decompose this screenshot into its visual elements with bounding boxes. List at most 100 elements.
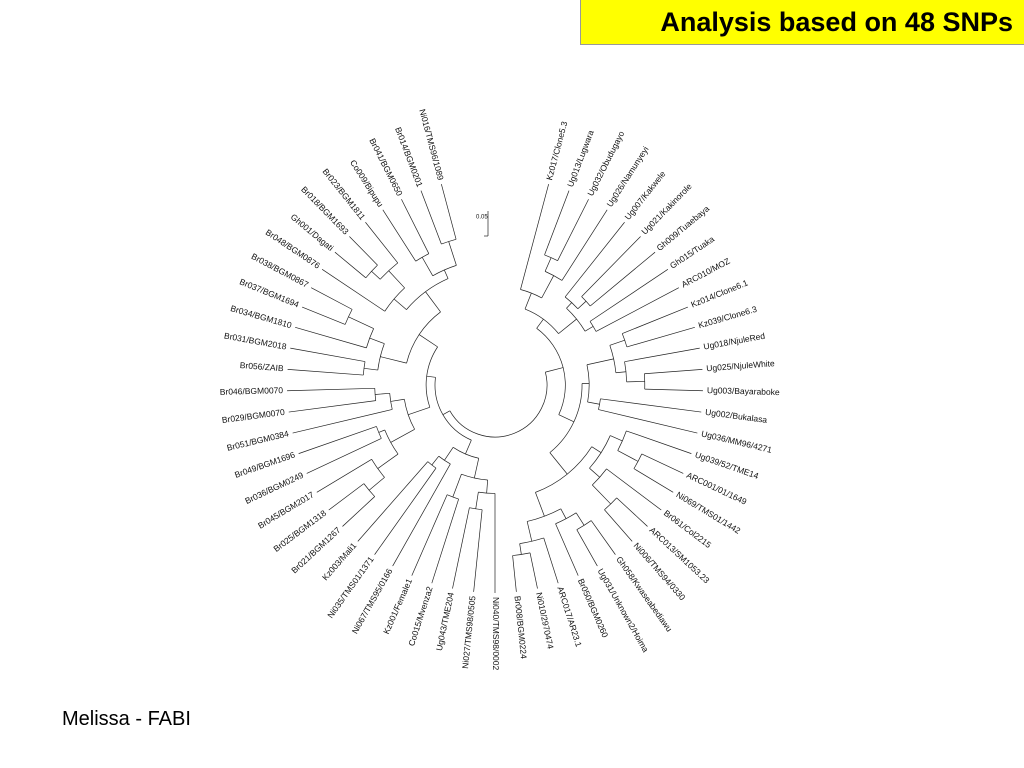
leaf-label: Br031/BGM2018 (223, 331, 287, 352)
branch-arc (527, 508, 561, 522)
leaf-label: Ni027/TMS98/0505 (460, 595, 477, 669)
branch (644, 388, 703, 392)
branch (448, 241, 457, 266)
branch (473, 509, 483, 592)
branch (592, 484, 611, 505)
leaf-label: Ug025/NjuleWhite (706, 358, 775, 373)
branch (431, 498, 459, 584)
branch (287, 387, 375, 392)
branch (298, 426, 377, 454)
branch (290, 347, 366, 362)
branch (292, 409, 393, 434)
branch-arc (536, 328, 566, 415)
branch (368, 477, 385, 491)
branch (306, 438, 382, 474)
branch-arc (384, 429, 399, 455)
branch (377, 453, 399, 469)
branch (311, 287, 353, 310)
branch (288, 400, 376, 413)
branch (388, 270, 405, 289)
branch (486, 479, 489, 494)
branch (561, 209, 608, 281)
branch (606, 468, 662, 511)
branch (302, 306, 346, 325)
branch-arc (344, 309, 353, 325)
branch-arc (379, 262, 399, 280)
branch (566, 302, 572, 309)
branch (586, 358, 614, 366)
branch (421, 257, 434, 276)
branch (549, 452, 568, 475)
branch (357, 461, 429, 542)
leaf-label: Ni010/2970474 (534, 591, 556, 650)
branch-arc (544, 254, 558, 261)
branch (609, 339, 625, 346)
leaf-label: Kz014/Clone6.1 (689, 277, 749, 309)
branch-arc (374, 388, 377, 401)
branch-arc (621, 333, 628, 348)
leaf-label: Br034/BGM1810 (229, 303, 293, 330)
leaf-label: Ug002/Bukalasa (705, 407, 768, 425)
branch (576, 529, 598, 567)
leaf-label: Br056/ZAIB (239, 360, 284, 373)
branch-arc (446, 494, 459, 500)
branch (349, 236, 378, 266)
branch-arc (566, 307, 586, 332)
branch (555, 523, 579, 576)
branch (465, 439, 472, 455)
leaf-label: Br046/BGM0070 (220, 385, 284, 397)
branch (392, 463, 451, 567)
branch-arc (366, 328, 374, 348)
branch (375, 392, 390, 395)
branch (420, 190, 442, 245)
branch (529, 552, 538, 589)
branch (401, 199, 430, 254)
branch (590, 251, 656, 307)
branch-arc (576, 520, 592, 531)
branch (610, 435, 623, 442)
branch (633, 468, 674, 493)
branch (600, 398, 702, 413)
leaf-label: Ug043/TME204 (434, 591, 456, 652)
branch (644, 368, 703, 375)
leaf-label: Ug018/NjuleRed (703, 331, 766, 352)
leaf-label: Ni040/TMS98/0002 (491, 597, 501, 671)
slide-title: Analysis based on 48 SNPs (580, 0, 1024, 45)
branch (544, 257, 552, 272)
branch (564, 222, 625, 298)
leaf-label: Br029/BGM0070 (221, 407, 285, 425)
scale-label: 0.05 (476, 215, 488, 221)
branch (624, 347, 700, 363)
leaf-label: Ug003/Bayaraboke (707, 385, 780, 397)
branch (519, 543, 522, 555)
branch (622, 306, 688, 334)
branch (589, 467, 600, 478)
branch (334, 251, 367, 279)
branch-arc (624, 361, 627, 382)
branch (393, 298, 407, 310)
branch-arc (617, 430, 627, 451)
branch (615, 371, 627, 374)
branch (411, 494, 448, 576)
leaf-label: Ug036/MM96/4271 (700, 428, 773, 455)
branch (560, 508, 567, 519)
branch-arc (564, 296, 579, 309)
branch-arc (441, 238, 457, 245)
branch (616, 497, 648, 527)
branch (591, 446, 602, 453)
branch (443, 269, 449, 279)
branch (382, 209, 417, 262)
branch (321, 269, 385, 312)
branch (512, 555, 517, 592)
leaf-label: Kz017/Clone5.3 (544, 120, 569, 181)
branch-arc (434, 377, 472, 441)
branch (545, 367, 564, 373)
leaf-label: Ug031/Unknown2/Hoima (596, 567, 651, 654)
branch-arc (365, 264, 378, 279)
branch-arc (406, 311, 441, 364)
branch (371, 271, 381, 280)
branch (557, 199, 589, 261)
branch (558, 318, 577, 334)
branch (316, 458, 372, 493)
